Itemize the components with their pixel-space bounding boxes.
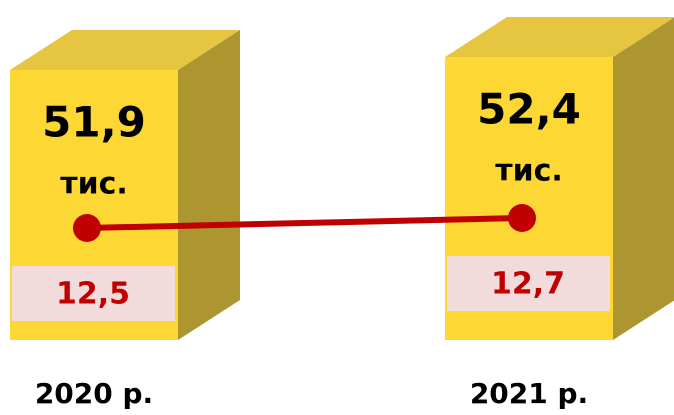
line-value-label: 12,5 bbox=[56, 277, 130, 312]
line-label-box bbox=[447, 256, 610, 311]
unit-label: тис. bbox=[60, 167, 128, 202]
bar-side bbox=[178, 30, 240, 341]
bar-side bbox=[613, 17, 674, 340]
x-tick-label: 2020 р. bbox=[35, 377, 153, 410]
value-label: 51,9 bbox=[42, 98, 146, 147]
line-point bbox=[73, 214, 101, 242]
line-label-box bbox=[12, 266, 175, 321]
line bbox=[86, 215, 523, 231]
x-tick-label: 2021 р. bbox=[470, 377, 588, 410]
bar-top bbox=[445, 17, 674, 58]
unit-label: тис. bbox=[495, 154, 563, 189]
line-point bbox=[508, 204, 536, 232]
value-label: 52,4 bbox=[477, 85, 581, 134]
line-value-label: 12,7 bbox=[491, 267, 565, 302]
bar-top bbox=[10, 30, 240, 71]
